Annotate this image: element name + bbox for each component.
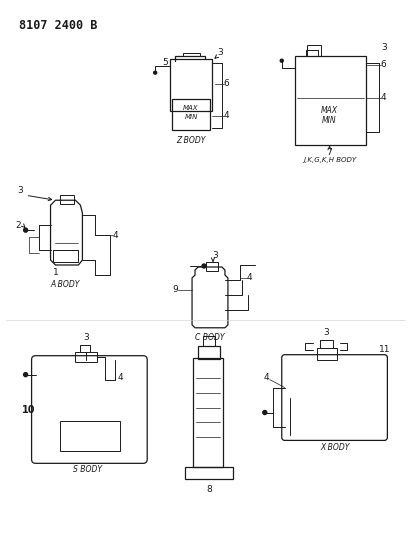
Bar bbox=[307, 45, 321, 56]
Bar bbox=[203, 336, 215, 346]
Text: J,K,G,K,H BODY: J,K,G,K,H BODY bbox=[303, 157, 356, 163]
Text: A BODY: A BODY bbox=[51, 280, 80, 289]
Text: 6: 6 bbox=[223, 79, 229, 88]
Bar bbox=[53, 250, 79, 262]
Text: 10: 10 bbox=[22, 405, 35, 415]
Text: 3: 3 bbox=[83, 333, 89, 342]
Text: 4: 4 bbox=[381, 93, 386, 102]
Bar bbox=[185, 467, 233, 479]
Text: 11: 11 bbox=[379, 345, 390, 354]
Text: 3: 3 bbox=[212, 251, 218, 260]
Text: 8107 2400 B: 8107 2400 B bbox=[18, 19, 97, 32]
Text: 3: 3 bbox=[324, 328, 330, 337]
Circle shape bbox=[23, 373, 28, 377]
Circle shape bbox=[154, 71, 157, 74]
Text: 7: 7 bbox=[327, 148, 332, 157]
Text: 9: 9 bbox=[172, 285, 178, 294]
Text: S BODY: S BODY bbox=[73, 465, 102, 474]
Text: 3: 3 bbox=[381, 43, 387, 52]
Bar bbox=[193, 358, 223, 467]
Text: 8: 8 bbox=[206, 484, 212, 494]
Text: 3: 3 bbox=[18, 186, 23, 195]
Bar bbox=[295, 56, 367, 146]
Text: 4: 4 bbox=[118, 373, 123, 382]
Circle shape bbox=[263, 410, 267, 415]
Text: Z BODY: Z BODY bbox=[176, 136, 206, 145]
Bar bbox=[172, 99, 210, 131]
Text: 2: 2 bbox=[16, 221, 21, 230]
Text: 6: 6 bbox=[381, 60, 386, 69]
Text: 4: 4 bbox=[223, 111, 229, 120]
Text: 4: 4 bbox=[113, 231, 118, 240]
Circle shape bbox=[202, 264, 206, 268]
Text: MAX: MAX bbox=[183, 104, 199, 110]
Circle shape bbox=[280, 59, 283, 62]
Bar bbox=[60, 422, 120, 451]
Circle shape bbox=[23, 228, 28, 232]
Text: MIN: MIN bbox=[185, 114, 198, 119]
Text: 5: 5 bbox=[162, 58, 168, 67]
Text: 4: 4 bbox=[264, 373, 270, 382]
Bar bbox=[76, 352, 97, 362]
Text: 4: 4 bbox=[247, 273, 253, 282]
Text: 1: 1 bbox=[53, 269, 58, 278]
Bar bbox=[198, 346, 220, 359]
Text: 3: 3 bbox=[217, 48, 223, 57]
Bar bbox=[316, 348, 337, 360]
Text: MAX: MAX bbox=[321, 106, 338, 115]
Bar bbox=[206, 262, 218, 271]
Text: C BODY: C BODY bbox=[195, 333, 225, 342]
Text: X BODY: X BODY bbox=[320, 443, 349, 452]
Bar bbox=[60, 195, 74, 204]
Text: MIN: MIN bbox=[322, 116, 337, 125]
Bar bbox=[170, 59, 212, 110]
